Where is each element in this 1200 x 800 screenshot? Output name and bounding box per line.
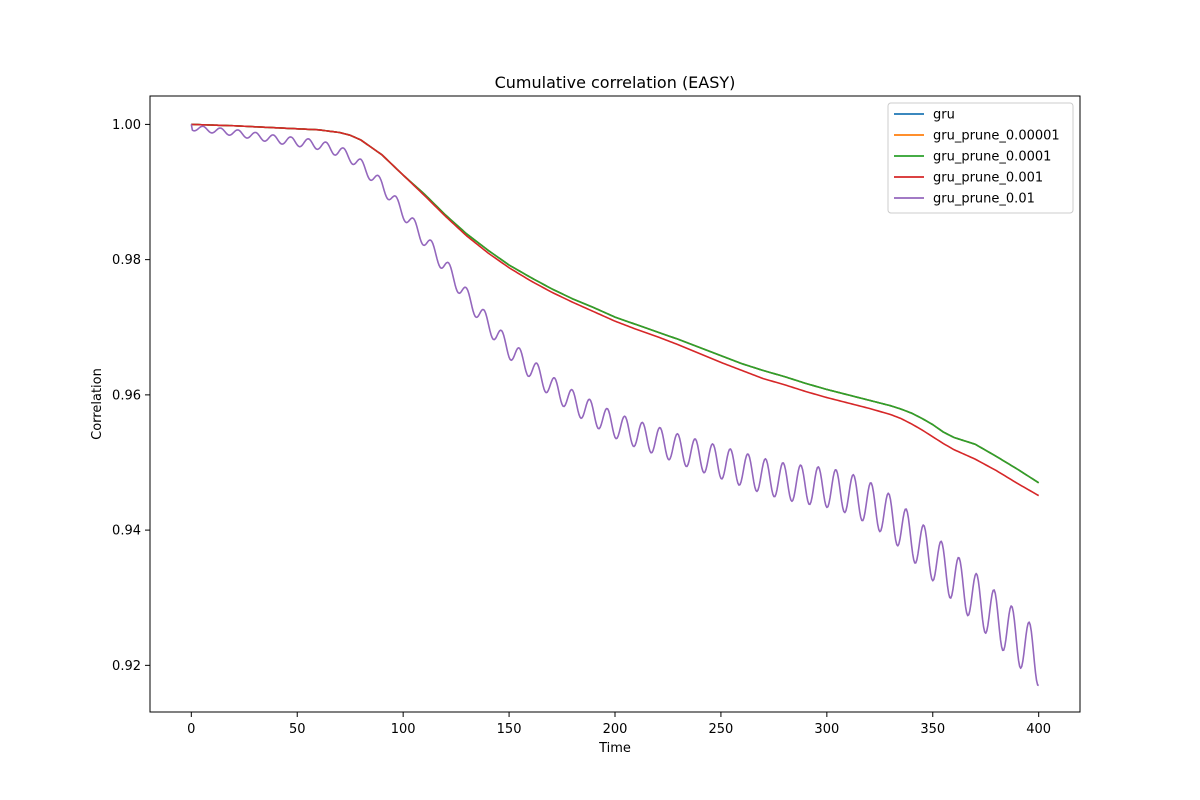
x-tick-label: 250 [709,722,734,737]
y-axis: 0.92 0.94 0.96 0.98 1.00 [112,118,150,674]
legend: gru gru_prune_0.00001 gru_prune_0.0001 gru_… [887,102,1074,214]
y-tick-label: 0.98 [112,253,141,268]
legend-box [887,102,1074,214]
x-tick-label: 300 [814,722,839,737]
series-line-3 [191,123,1040,497]
legend-entry: gru_prune_0.0001 [933,150,1051,165]
legend-entry: gru_prune_0.001 [933,171,1043,186]
series-line-4 [190,124,1040,687]
x-axis: 0 50 100 150 200 250 300 350 400 [187,712,1051,737]
y-tick-label: 0.94 [112,524,141,539]
x-tick-label: 400 [1026,722,1051,737]
y-tick-label: 0.96 [112,388,141,403]
x-tick-label: 100 [391,722,416,737]
x-tick-label: 0 [187,722,195,737]
plot-frame [149,95,1081,713]
legend-entry: gru [933,108,955,123]
y-axis-label: Correlation [90,368,105,440]
series-layer [190,123,1040,687]
chart-title: Cumulative correlation (EASY) [495,73,736,92]
x-tick-label: 50 [289,722,306,737]
y-tick-label: 1.00 [112,118,141,133]
x-tick-label: 150 [497,722,522,737]
x-tick-label: 350 [920,722,945,737]
y-tick-label: 0.92 [112,659,141,674]
x-axis-label: Time [598,741,631,756]
legend-entry: gru_prune_0.01 [933,192,1035,207]
x-tick-label: 200 [603,722,628,737]
legend-entry: gru_prune_0.00001 [933,129,1060,144]
